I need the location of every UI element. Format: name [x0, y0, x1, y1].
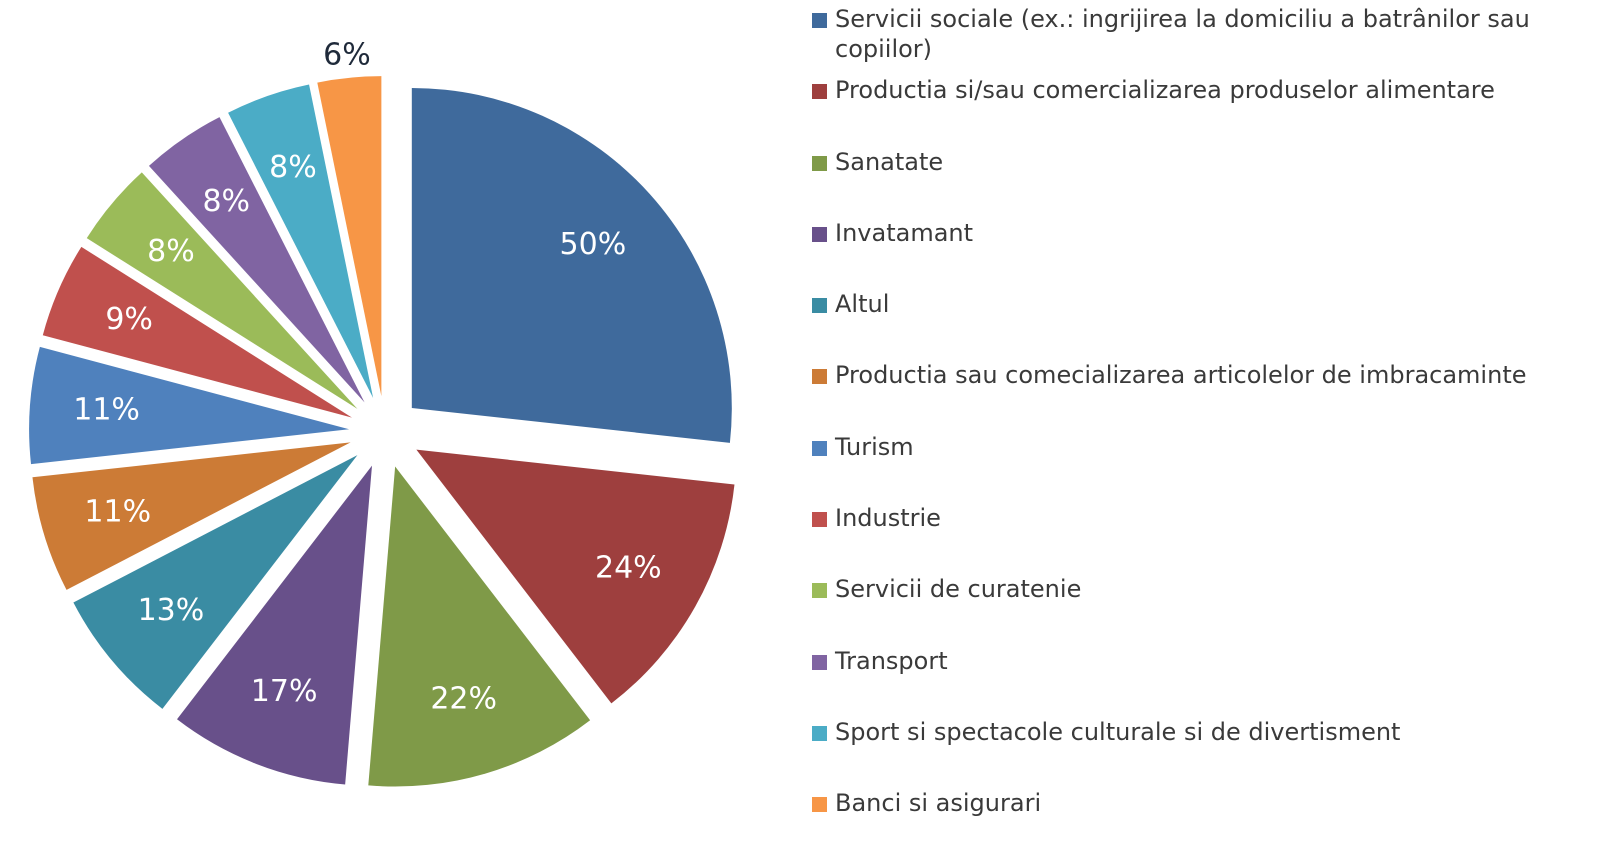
legend-label: Productia sau comecializarea articolelor… [835, 361, 1527, 390]
legend-label: Industrie [835, 504, 941, 533]
pie-slice [177, 465, 372, 785]
legend-item: Productia si/sau comercializarea produse… [812, 75, 1557, 146]
data-label: 17% [251, 674, 318, 709]
legend-swatch [812, 725, 827, 741]
legend: Servicii sociale (ex.: ingrijirea la dom… [812, 4, 1557, 860]
legend-swatch [812, 84, 827, 100]
pie-slice [29, 346, 350, 465]
legend-item: Sanatate [812, 147, 1557, 218]
data-label: 6% [323, 37, 371, 72]
legend-label: Productia si/sau comercializarea produse… [835, 76, 1495, 105]
pie-slice [73, 455, 358, 709]
pie-slice [416, 449, 735, 704]
legend-swatch [812, 13, 827, 28]
legend-swatch [812, 155, 827, 171]
legend-item: Altul [812, 289, 1557, 360]
pie-slice [368, 466, 591, 787]
legend-label: Invatamant [835, 218, 974, 247]
data-label: 11% [84, 494, 151, 529]
legend-item: Productia sau comecializarea articolelor… [812, 360, 1557, 431]
data-label: 24% [595, 550, 662, 585]
legend-swatch [812, 583, 827, 599]
legend-swatch [812, 369, 827, 385]
legend-swatch [812, 440, 827, 456]
legend-label: Sanatate [835, 147, 944, 176]
legend-swatch [812, 797, 827, 813]
legend-label: Sport si spectacole culturale si de dive… [835, 717, 1401, 746]
legend-swatch [812, 654, 827, 670]
legend-item: Servicii de curatenie [812, 574, 1557, 645]
data-label: 8% [202, 184, 250, 219]
pie-slice [42, 246, 353, 418]
data-label: 50% [560, 227, 627, 262]
pie-slice [148, 117, 365, 403]
legend-item: Invatamant [812, 218, 1557, 289]
legend-label: Turism [835, 432, 914, 461]
legend-swatch [812, 298, 827, 314]
legend-swatch [812, 512, 827, 528]
page: 50% 24% 22% 17% 13% 11% 11% 9% 8% 8% 8% 6% Servicii… [29, 5, 1530, 818]
legend-label: Servicii de curatenie [835, 575, 1082, 604]
data-label: 13% [138, 593, 205, 628]
data-label: 8% [147, 234, 195, 269]
legend-label: Transport [835, 646, 948, 675]
legend-item: Industrie [812, 503, 1557, 574]
pie-slice [411, 87, 732, 443]
data-label: 11% [73, 392, 140, 427]
legend-item: Banci si asigurari [812, 788, 1557, 859]
chart: 50%24%22%17%13%11%11%9%8%8%8%6% [29, 37, 735, 787]
data-label: 22% [430, 681, 497, 716]
pie-slice [228, 84, 374, 399]
legend-label: Banci si asigurari [835, 789, 1042, 818]
pie-slice [32, 442, 351, 590]
pie-slice [86, 172, 358, 409]
legend-label: Servicii sociale (ex.: ingrijirea la dom… [835, 5, 1530, 63]
legend-item: Sport si spectacole culturale si de dive… [812, 717, 1557, 788]
legend-label: Altul [835, 290, 890, 319]
legend-swatch [812, 226, 827, 242]
legend-item: Transport [812, 646, 1557, 717]
legend-item: Turism [812, 432, 1557, 503]
legend-item: Servicii sociale (ex.: ingrijirea la dom… [812, 4, 1557, 75]
data-label: 9% [105, 302, 153, 337]
data-label: 8% [269, 150, 317, 185]
pie-slice [317, 76, 382, 397]
